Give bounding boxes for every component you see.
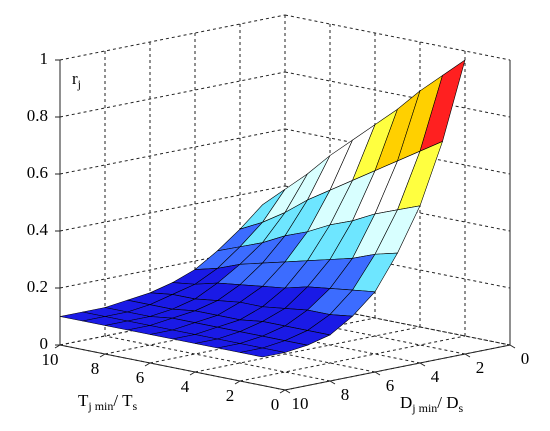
- label-part: j: [77, 77, 81, 91]
- tick-mark: [509, 344, 516, 349]
- y-tick-label: 8: [341, 385, 350, 404]
- tick-mark: [234, 380, 241, 385]
- x-axis-label: Tj min/ Ts: [78, 391, 137, 413]
- tick-mark: [374, 371, 381, 376]
- label-part: s: [459, 401, 464, 415]
- label-part: T: [78, 391, 89, 410]
- label-part: D: [400, 393, 412, 412]
- label-part: r: [72, 69, 78, 88]
- grid-line: [284, 71, 511, 118]
- x-tick-label: 0: [271, 395, 280, 414]
- z-tick-label: 1: [40, 49, 49, 68]
- grid-line: [239, 335, 466, 382]
- tick-mark: [189, 371, 196, 376]
- tick-mark: [279, 389, 286, 394]
- grid-line: [104, 335, 331, 382]
- surface-cell: [239, 347, 286, 358]
- y-tick-label: 2: [476, 358, 485, 377]
- x-tick-label: 2: [226, 386, 235, 405]
- x-tick-label: 8: [91, 359, 100, 378]
- z-tick-label: 0.4: [27, 220, 49, 239]
- tick-mark: [419, 362, 426, 367]
- x-tick-label: 6: [136, 368, 145, 387]
- grid-line: [194, 326, 421, 373]
- y-tick-label: 6: [386, 376, 395, 395]
- z-tick-label: 0.6: [27, 163, 48, 182]
- y-tick-label: 10: [292, 394, 309, 413]
- grid-line: [59, 242, 286, 289]
- grid-line: [59, 14, 286, 61]
- label-part: / D: [437, 393, 458, 412]
- tick-mark: [99, 353, 106, 358]
- z-tick-label: 0: [40, 334, 49, 353]
- grid-line: [59, 185, 286, 232]
- x-tick-label: 10: [42, 350, 59, 369]
- z-axis-label: rj: [72, 69, 81, 91]
- x-tick-label: 4: [181, 377, 190, 396]
- axis-line: [284, 344, 511, 391]
- label-part: / T: [113, 391, 133, 410]
- tick-mark: [144, 362, 151, 367]
- label-part: j min: [87, 399, 113, 413]
- label-part: j min: [411, 401, 437, 415]
- y-tick-label: 0: [521, 349, 530, 368]
- tick-mark: [284, 389, 291, 394]
- grid-line: [59, 128, 286, 175]
- z-tick-label: 0.8: [27, 106, 48, 125]
- tick-mark: [464, 353, 471, 358]
- y-axis-label: Dj min/ Ds: [400, 393, 464, 415]
- z-tick-label: 0.2: [27, 277, 48, 296]
- tick-mark: [329, 380, 336, 385]
- grid-line: [239, 308, 466, 355]
- grid-line: [59, 71, 286, 118]
- grid-line: [284, 14, 511, 61]
- y-tick-label: 4: [431, 367, 440, 386]
- label-part: s: [132, 399, 137, 413]
- axis-line: [59, 344, 286, 391]
